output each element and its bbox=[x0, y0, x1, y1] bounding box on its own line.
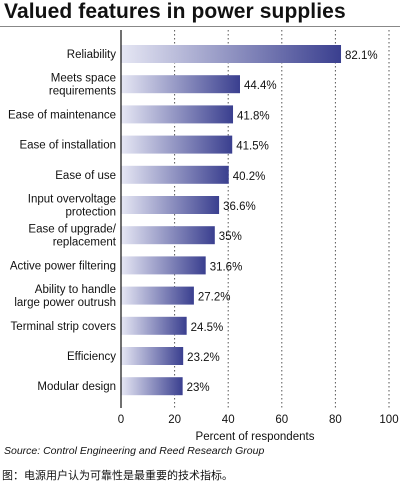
bar bbox=[121, 165, 229, 184]
bar bbox=[121, 45, 342, 63]
bar-chart: Reliability 82.1% Meets space requirements 4… bbox=[8, 30, 399, 442]
category-label: Input overvoltage protection bbox=[28, 194, 116, 219]
x-tick-label: 40 bbox=[222, 414, 235, 426]
x-tick-label: 20 bbox=[168, 414, 181, 426]
category-label: Ability to handle large power outrush bbox=[14, 284, 116, 309]
data-label: 27.2% bbox=[198, 292, 231, 304]
data-label: 23% bbox=[187, 382, 210, 394]
category-label: Ease of maintenance bbox=[8, 109, 116, 121]
figure-caption: 图：电源用户认为可靠性是最重要的技术指标。 bbox=[2, 469, 233, 482]
title-divider bbox=[0, 26, 400, 27]
category-label: Ease of use bbox=[55, 170, 116, 182]
bar bbox=[121, 226, 215, 245]
bar bbox=[121, 286, 194, 305]
bar bbox=[121, 256, 206, 275]
bar bbox=[121, 75, 240, 94]
data-label: 41.5% bbox=[236, 141, 269, 153]
x-tick-label: 0 bbox=[118, 414, 124, 426]
category-label: Ease of upgrade/replacement bbox=[28, 224, 116, 249]
bar bbox=[121, 135, 233, 154]
data-label: 35% bbox=[219, 231, 242, 243]
x-axis-title: Percent of respondents bbox=[196, 431, 315, 442]
data-label: 31.6% bbox=[210, 261, 243, 273]
data-label: 41.8% bbox=[237, 110, 270, 122]
category-label: Terminal strip covers bbox=[11, 321, 117, 333]
category-label: Meets space requirements bbox=[49, 73, 116, 98]
data-label: 36.6% bbox=[223, 201, 256, 213]
data-label: 24.5% bbox=[191, 322, 224, 334]
bar bbox=[121, 347, 184, 365]
source-note: Source: Control Engineering and Reed Res… bbox=[4, 445, 265, 457]
bar bbox=[121, 196, 220, 214]
x-tick-label: 80 bbox=[329, 414, 342, 426]
category-label: Modular design bbox=[37, 381, 116, 393]
bar bbox=[121, 377, 183, 396]
data-label: 82.1% bbox=[345, 50, 378, 62]
category-label: Ease of installation bbox=[19, 140, 116, 152]
chart-title: Valued features in power supplies bbox=[4, 0, 346, 23]
bar bbox=[121, 105, 234, 124]
category-label: Active power filtering bbox=[10, 260, 116, 272]
data-label: 44.4% bbox=[244, 80, 277, 92]
category-label: Reliability bbox=[67, 49, 116, 61]
category-label: Efficiency bbox=[67, 351, 116, 363]
bar bbox=[121, 316, 187, 335]
x-tick-label: 100 bbox=[379, 414, 398, 426]
x-tick-label: 60 bbox=[275, 414, 288, 426]
data-label: 23.2% bbox=[187, 352, 220, 364]
data-label: 40.2% bbox=[233, 171, 266, 183]
